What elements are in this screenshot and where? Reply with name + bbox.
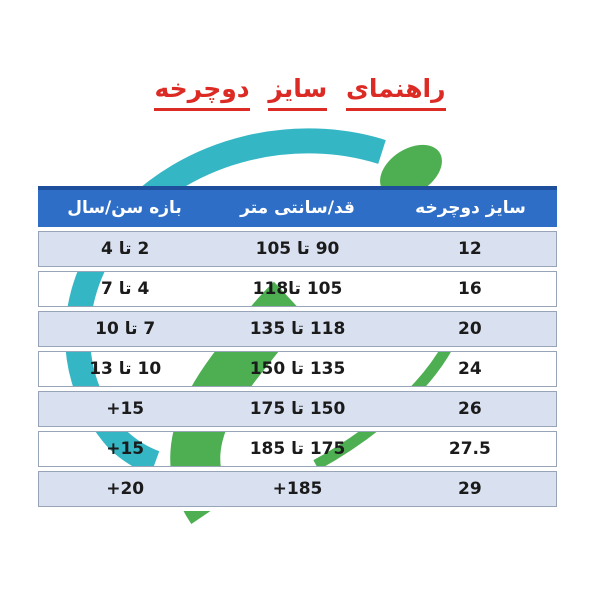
column-header-height-cm: قد/سانتی متر bbox=[240, 198, 355, 218]
column-header-bike-size: سایز دوچرخه bbox=[415, 198, 526, 218]
height-range-cell: +185 bbox=[272, 479, 323, 499]
age-range-cell: 2 تا 4 bbox=[101, 239, 150, 259]
bike-size-cell: 24 bbox=[458, 359, 482, 379]
age-range-cell: +15 bbox=[106, 399, 145, 419]
table-row: 29 +185 +20 bbox=[34, 467, 561, 511]
bike-size-cell: 20 bbox=[458, 319, 482, 339]
table-row: 12 90 تا 105 2 تا 4 bbox=[34, 227, 561, 271]
height-range-cell: 135 تا 150 bbox=[249, 359, 346, 379]
column-header-age-range: بازه سن/سال bbox=[67, 198, 182, 218]
bike-size-cell: 29 bbox=[458, 479, 482, 499]
bike-size-cell: 16 bbox=[458, 279, 482, 299]
height-range-cell: 90 تا 105 bbox=[255, 239, 340, 259]
size-guide-table: سایز دوچرخه قد/سانتی متر بازه سن/سال 12 … bbox=[34, 186, 561, 511]
title-word: سایز bbox=[268, 75, 328, 111]
age-range-cell: +15 bbox=[106, 439, 145, 459]
age-range-cell: 7 تا 10 bbox=[95, 319, 156, 339]
height-range-cell: 150 تا 175 bbox=[249, 399, 346, 419]
table-row: 20 118 تا 135 7 تا 10 bbox=[34, 307, 561, 351]
header-row: سایز دوچرخه قد/سانتی متر بازه سن/سال bbox=[38, 186, 557, 227]
table-row: 24 135 تا 150 10 تا 13 bbox=[34, 347, 561, 391]
age-range-cell: +20 bbox=[106, 479, 145, 499]
height-range-cell: 175 تا 185 bbox=[249, 439, 346, 459]
table-row: 26 150 تا 175 +15 bbox=[34, 387, 561, 431]
age-range-cell: 4 تا 7 bbox=[101, 279, 150, 299]
bike-size-cell: 12 bbox=[458, 239, 482, 259]
title-word: دوچرخه bbox=[154, 75, 250, 111]
green-leaf-shape bbox=[380, 144, 442, 198]
page-title: راهنمای سایز دوچرخه bbox=[0, 74, 600, 111]
height-range-cell: 105 تا118 bbox=[252, 279, 343, 299]
table-row: 27.5 175 تا 185 +15 bbox=[34, 427, 561, 471]
bike-size-cell: 26 bbox=[458, 399, 482, 419]
title-word: راهنمای bbox=[345, 75, 446, 111]
height-range-cell: 118 تا 135 bbox=[249, 319, 346, 339]
age-range-cell: 10 تا 13 bbox=[89, 359, 162, 379]
table-row: 16 105 تا118 4 تا 7 bbox=[34, 267, 561, 311]
bike-size-cell: 27.5 bbox=[448, 439, 491, 459]
